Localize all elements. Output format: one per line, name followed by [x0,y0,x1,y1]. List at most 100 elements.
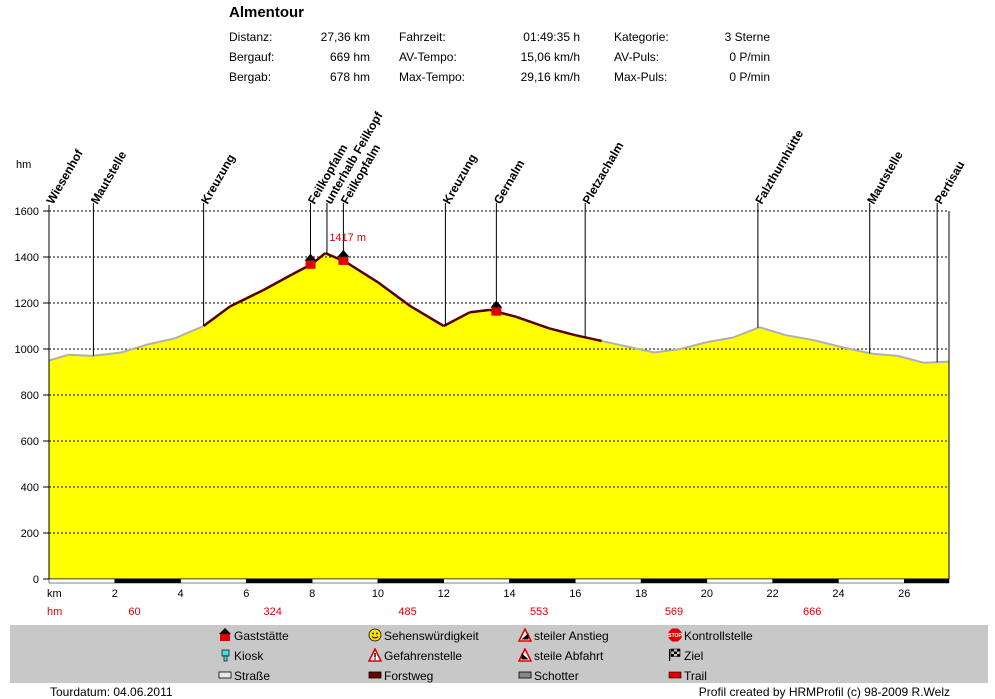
stat-value: 0 P/min [729,70,770,84]
stat-value: 29,16 km/h [520,70,580,84]
stat-label: Max-Tempo: [399,70,466,84]
waypoint-label: Kreuzung [198,152,238,207]
x-tick-label: 4 [178,588,184,600]
stat-value: 01:49:35 h [523,30,580,44]
legend-label: Gaststätte [234,629,289,643]
strasse-segment [627,345,655,354]
strasse-segment [91,351,122,357]
x-tick-label: 26 [898,588,910,600]
gaststaette-icon [490,300,503,308]
forstweg-segment [202,305,231,328]
x-tick-label: 16 [569,588,581,600]
y-tick-label: 1600 [15,206,39,218]
legend-label: Kiosk [234,649,264,663]
legend-label: Kontrollstelle [684,629,753,643]
x-scale-segment [509,578,576,584]
x-scale-segment [706,578,773,584]
x-scale-segment [246,578,313,584]
stat-label: Bergauf: [229,50,275,64]
x-scale-segment [180,578,247,584]
waypoint-label: Mautstelle [88,148,130,206]
legend-label: Sehenswürdigkeit [384,629,479,643]
hm-value: 485 [398,606,416,618]
waypoint-label: Kreuzung [440,152,480,207]
strasse-segment [785,334,813,341]
strasse-segment [844,346,872,355]
stat-value: 15,06 km/h [520,50,580,64]
x-scale-segment [443,578,510,584]
legend-label: Forstweg [384,669,434,683]
strasse-segment [706,336,734,344]
legend-label: steile Abfahrt [534,649,604,663]
steep-up-icon [517,627,533,642]
x-tick-label: 2 [112,588,118,600]
stat-label: Max-Puls: [614,70,668,84]
forstweg-segment [515,315,550,330]
stat-value: 669 hm [329,50,370,64]
x-axis-unit: km [47,588,62,600]
trail-icon [668,668,682,680]
strasse-segment [48,353,70,362]
legend-item: Ziel [668,648,703,663]
strasse-segment [680,341,708,350]
tour-date: Tourdatum: 04.06.2011 [50,685,173,699]
x-tick-label: 14 [503,588,515,600]
x-tick-label: 6 [243,588,249,600]
stop-icon: STOP [668,628,682,642]
gaststaette-icon [337,249,350,257]
y-tick-label: 600 [21,436,39,448]
gaststaette-icon [491,307,502,316]
profile-credit: Profil created by HRMProfil (c) 98-2009 … [698,685,950,699]
forstweg-segment [377,281,412,308]
stat-value: 678 hm [329,70,370,84]
forstweg-segment [344,260,379,284]
forstweg-segment [410,305,445,328]
legend-item: Forstweg [368,668,433,683]
forstweg-segment [469,308,490,314]
legend-label: Trail [684,669,707,683]
strasse-segment [732,326,760,339]
strasse-segment [811,338,846,349]
strasse-segment [654,348,681,354]
x-scale-segment [904,578,950,584]
hm-value: 553 [530,606,548,618]
stat-label: Fahrzeit: [399,30,446,44]
x-tick-label: 20 [701,588,713,600]
stat-label: Distanz: [229,30,273,44]
legend-item: Gaststätte [218,628,289,643]
strasse-segment [68,353,92,357]
hm-value: 60 [128,606,140,618]
stat-value: 0 P/min [729,50,770,64]
legend-item: Sehenswürdigkeit [368,628,479,643]
forstweg-segment [443,311,471,328]
y-tick-label: 800 [21,390,39,402]
tour-title: Almentour [229,4,304,21]
legend [10,625,988,683]
x-tick-label: 10 [372,588,384,600]
y-tick-label: 0 [33,574,39,586]
strasse-segment [601,339,629,348]
x-tick-label: 18 [635,588,647,600]
waypoint-label: Gernalm [491,157,527,206]
x-scale-segment [575,578,642,584]
x-scale-segment [640,578,708,584]
x-tick-label: 12 [438,588,450,600]
steep-down-icon [517,647,533,662]
y-tick-label: 1200 [15,298,39,310]
legend-item: STOP Kontrollstelle [668,628,753,643]
forstweg-icon [368,668,382,680]
strasse-icon [218,668,232,680]
y-axis-unit: hm [16,159,31,171]
gaststaette-icon [218,628,231,641]
kiosk-icon [218,648,230,662]
legend-item: Gefahrenstelle [367,647,462,663]
x-tick-label: 24 [832,588,844,600]
svg-text:STOP: STOP [668,633,682,639]
waypoint-label: Falzthurnhütte [752,127,806,206]
legend-item: Straße [218,668,270,683]
stat-label: AV-Tempo: [399,50,457,64]
strasse-segment [173,325,204,340]
strasse-segment [897,354,925,364]
legend-item: steiler Anstieg [517,627,609,643]
hm-value: 569 [665,606,683,618]
